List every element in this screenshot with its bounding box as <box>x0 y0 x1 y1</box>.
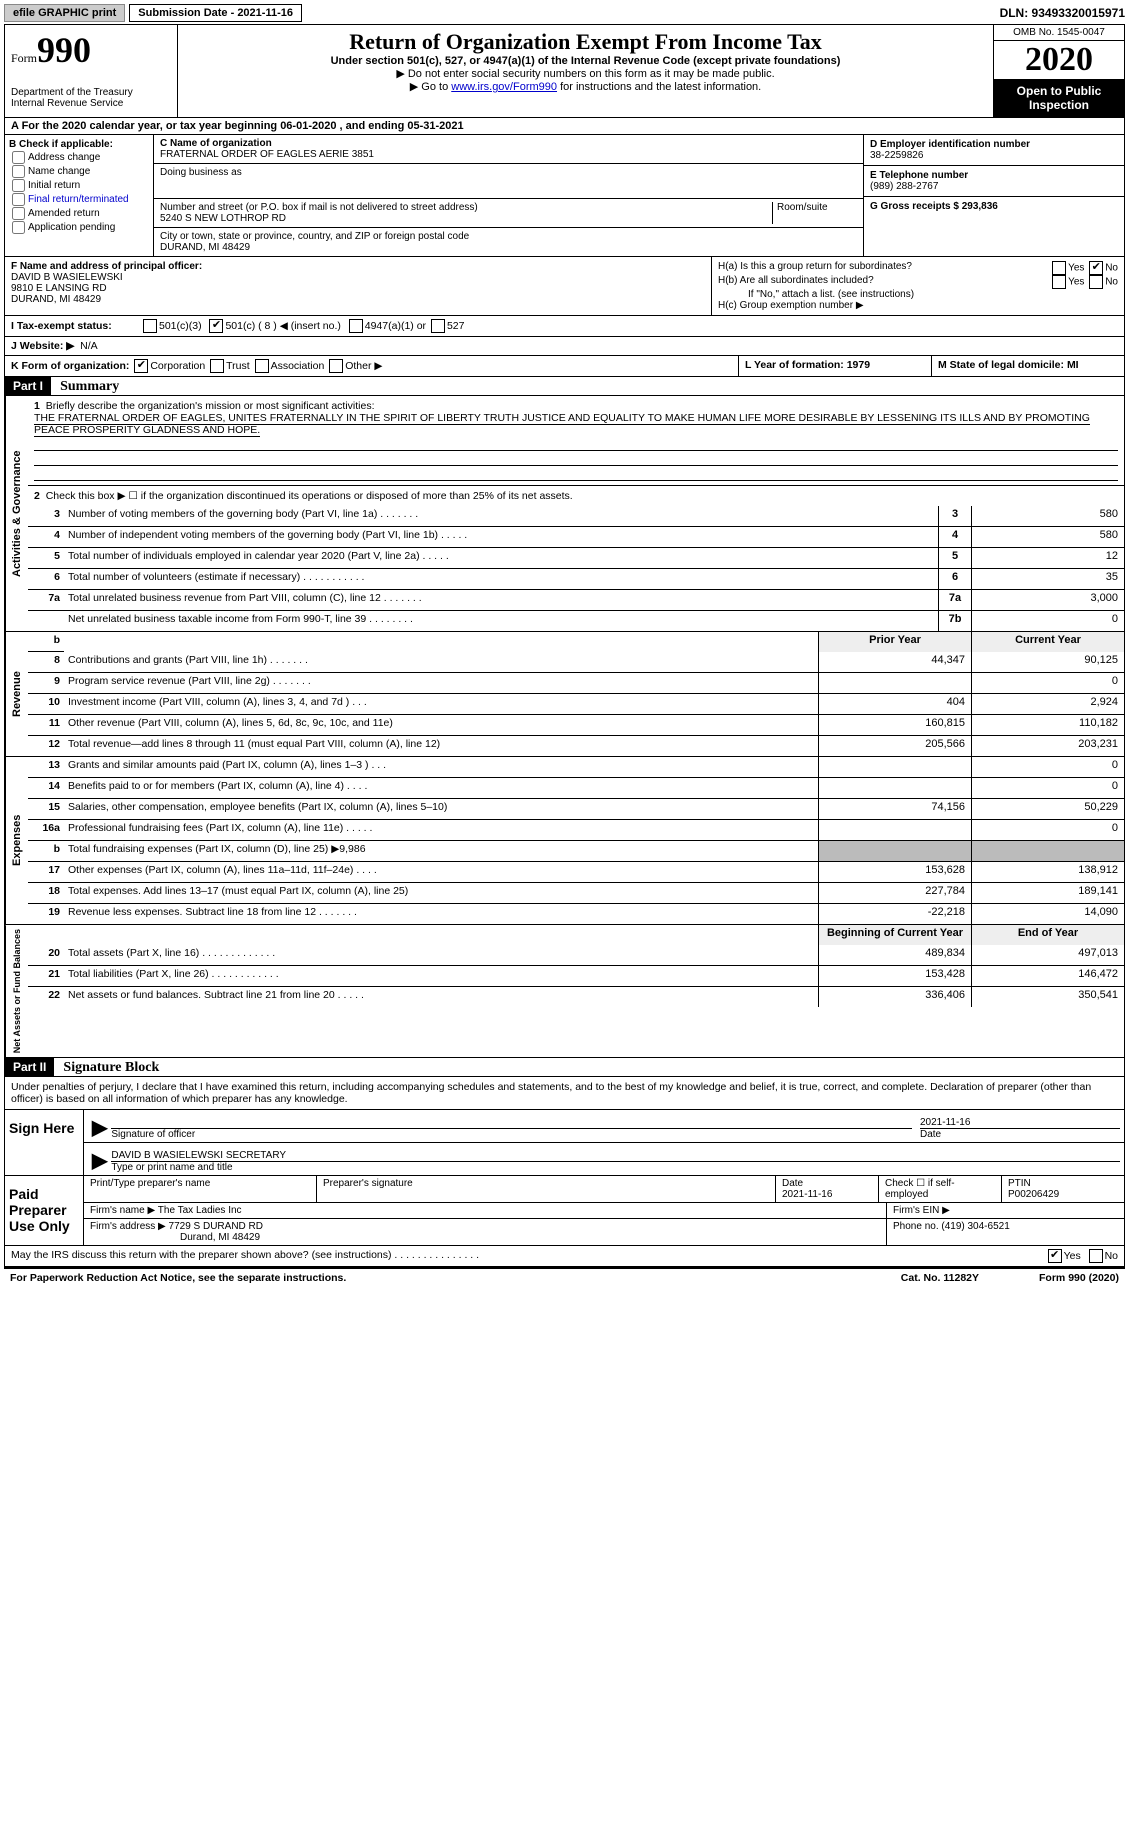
netassets-side-label: Net Assets or Fund Balances <box>5 925 28 1057</box>
expenses-side-label: Expenses <box>5 757 28 924</box>
irs-link[interactable]: www.irs.gov/Form990 <box>451 81 557 93</box>
begin-year-hdr: Beginning of Current Year <box>818 925 971 945</box>
chk-initial-return[interactable]: Initial return <box>9 179 149 192</box>
hb-label: H(b) Are all subordinates included? <box>718 275 1050 289</box>
governance-side-label: Activities & Governance <box>5 396 28 631</box>
row-i-label: I Tax-exempt status: <box>11 320 141 332</box>
chk-4947[interactable] <box>349 319 363 333</box>
chk-other[interactable] <box>329 359 343 373</box>
discuss-yes[interactable] <box>1048 1249 1062 1263</box>
dln-number: DLN: 93493320015971 <box>1000 6 1125 20</box>
arrow-icon: ▶ <box>88 1115 111 1140</box>
website-value: N/A <box>80 340 98 352</box>
ha-yes[interactable] <box>1052 261 1066 275</box>
ein-value: 38-2259826 <box>870 150 923 161</box>
prep-name-label: Print/Type preparer's name <box>84 1176 317 1202</box>
chk-assoc[interactable] <box>255 359 269 373</box>
line1-label: Briefly describe the organization's miss… <box>46 400 375 412</box>
submission-date: Submission Date - 2021-11-16 <box>129 4 302 22</box>
tax-year: 2020 <box>994 41 1124 80</box>
firm-addr2: Durand, MI 48429 <box>90 1232 260 1243</box>
chk-corp[interactable] <box>134 359 148 373</box>
row-j-label: J Website: ▶ <box>11 340 74 352</box>
paid-preparer-label: Paid Preparer Use Only <box>5 1176 83 1245</box>
current-year-hdr: Current Year <box>971 632 1124 652</box>
form-subtitle-1: Under section 501(c), 527, or 4947(a)(1)… <box>184 55 987 67</box>
sig-officer-label: Signature of officer <box>111 1128 912 1140</box>
open-public-badge: Open to Public Inspection <box>994 80 1124 117</box>
omb-number: OMB No. 1545-0047 <box>994 25 1124 41</box>
form-number: Form990 <box>11 29 171 71</box>
discuss-question: May the IRS discuss this return with the… <box>11 1249 479 1263</box>
efile-print-button[interactable]: efile GRAPHIC print <box>4 4 125 22</box>
part2-title: Signature Block <box>57 1060 159 1075</box>
discuss-no[interactable] <box>1089 1249 1103 1263</box>
chk-501c[interactable] <box>209 319 223 333</box>
hb-no[interactable] <box>1089 275 1103 289</box>
dept-label: Department of the Treasury Internal Reve… <box>11 87 171 109</box>
hb-yes[interactable] <box>1052 275 1066 289</box>
city-state-zip: DURAND, MI 48429 <box>160 242 857 253</box>
sig-date-value: 2021-11-16 <box>920 1117 1120 1128</box>
year-formation: L Year of formation: 1979 <box>738 356 931 376</box>
prep-date: 2021-11-16 <box>782 1189 832 1200</box>
officer-name-title: DAVID B WASIELEWSKI SECRETARY <box>111 1150 1120 1161</box>
state-domicile: M State of legal domicile: MI <box>931 356 1124 376</box>
chk-app-pending[interactable]: Application pending <box>9 221 149 234</box>
sig-date-label: Date <box>920 1128 1120 1140</box>
part2-header: Part II <box>5 1058 54 1076</box>
chk-527[interactable] <box>431 319 445 333</box>
chk-address-change[interactable]: Address change <box>9 151 149 164</box>
firm-name: The Tax Ladies Inc <box>158 1205 242 1216</box>
hc-label: H(c) Group exemption number ▶ <box>718 300 1118 311</box>
top-bar: efile GRAPHIC print Submission Date - 20… <box>4 4 1125 22</box>
form-title: Return of Organization Exempt From Incom… <box>184 29 987 55</box>
self-employed-chk[interactable]: Check ☐ if self-employed <box>879 1176 1002 1202</box>
section-b-checkboxes: B Check if applicable: Address change Na… <box>5 135 154 256</box>
line2-text: Check this box ▶ ☐ if the organization d… <box>46 490 573 502</box>
cat-no: Cat. No. 11282Y <box>901 1272 979 1284</box>
row-a-tax-year: A For the 2020 calendar year, or tax yea… <box>5 118 1124 135</box>
prior-year-hdr: Prior Year <box>818 632 971 652</box>
chk-amended[interactable]: Amended return <box>9 207 149 220</box>
firm-ein-label: Firm's EIN ▶ <box>887 1203 1124 1218</box>
officer-addr1: 9810 E LANSING RD <box>11 283 107 294</box>
ha-no[interactable] <box>1089 261 1103 275</box>
prep-sig-label: Preparer's signature <box>317 1176 776 1202</box>
officer-name: DAVID B WASIELEWSKI <box>11 272 123 283</box>
phone-value: (989) 288-2767 <box>870 181 938 192</box>
pra-notice: For Paperwork Reduction Act Notice, see … <box>10 1272 346 1284</box>
gross-receipts: G Gross receipts $ 293,836 <box>864 197 1124 216</box>
firm-addr1: 7729 S DURAND RD <box>169 1221 263 1232</box>
ha-label: H(a) Is this a group return for subordin… <box>718 261 1050 275</box>
org-name: FRATERNAL ORDER OF EAGLES AERIE 3851 <box>160 149 857 160</box>
room-suite-label: Room/suite <box>773 202 857 224</box>
part1-title: Summary <box>54 379 119 394</box>
name-title-label: Type or print name and title <box>111 1161 1120 1173</box>
firm-phone: Phone no. (419) 304-6521 <box>887 1219 1124 1245</box>
chk-501c3[interactable] <box>143 319 157 333</box>
officer-addr2: DURAND, MI 48429 <box>11 294 101 305</box>
end-year-hdr: End of Year <box>971 925 1124 945</box>
ptin-value: P00206429 <box>1008 1189 1059 1200</box>
sign-here-label: Sign Here <box>5 1110 83 1175</box>
mission-text: THE FRATERNAL ORDER OF EAGLES, UNITES FR… <box>34 412 1090 437</box>
street-address: 5240 S NEW LOTHROP RD <box>160 213 768 224</box>
form-subtitle-3: ▶ Go to www.irs.gov/Form990 for instruct… <box>184 80 987 93</box>
hb-note: If "No," attach a list. (see instruction… <box>718 289 1118 300</box>
revenue-side-label: Revenue <box>5 632 28 756</box>
form-subtitle-2: ▶ Do not enter social security numbers o… <box>184 67 987 80</box>
part1-header: Part I <box>5 377 51 395</box>
form-footer: Form 990 (2020) <box>1039 1272 1119 1284</box>
declaration-text: Under penalties of perjury, I declare th… <box>5 1077 1124 1109</box>
chk-final-return[interactable]: Final return/terminated <box>9 193 149 206</box>
form-container: Form990 Department of the Treasury Inter… <box>4 24 1125 1267</box>
chk-trust[interactable] <box>210 359 224 373</box>
row-k-label: K Form of organization: <box>11 360 129 372</box>
arrow-icon-2: ▶ <box>88 1148 111 1173</box>
chk-name-change[interactable]: Name change <box>9 165 149 178</box>
